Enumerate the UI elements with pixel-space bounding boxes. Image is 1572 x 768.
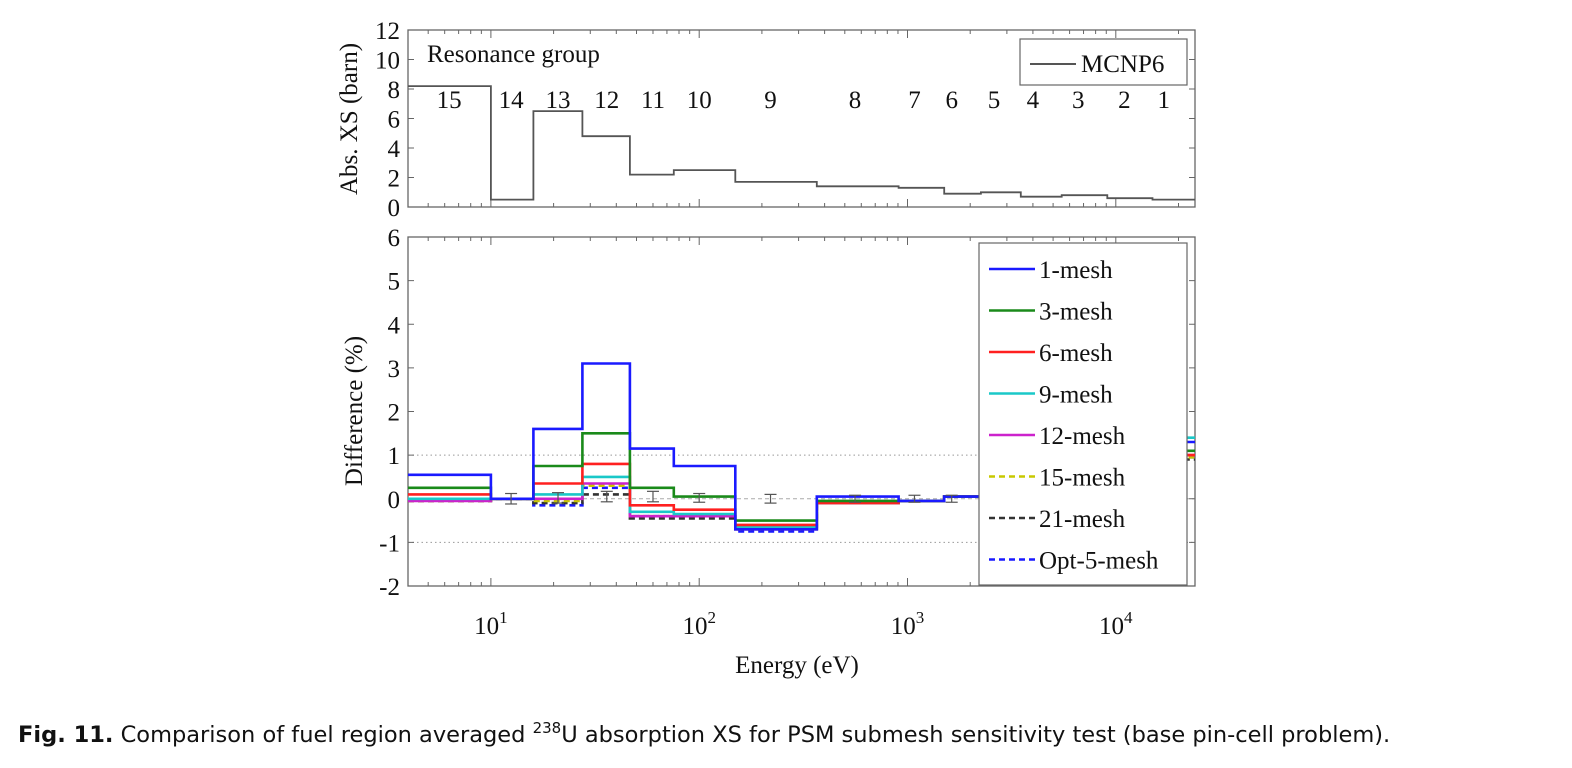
caption-label: Fig. 11. <box>18 722 114 748</box>
x-tick-label: 103 <box>891 608 925 640</box>
resonance-group-labels: 15 14 13 12 11 10 9 8 7 6 5 4 3 2 1 <box>437 87 1170 114</box>
x-axis-label: Energy (eV) <box>735 652 859 679</box>
top-legend-label-mcnp6: MCNP6 <box>1081 51 1164 78</box>
x-tick-base: 10 <box>891 613 916 640</box>
reference-lines <box>408 454 1195 543</box>
x-tick-exponent: 4 <box>1124 608 1133 627</box>
group-label-9: 9 <box>764 87 777 114</box>
group-label-8: 8 <box>849 87 862 114</box>
bottom-y-tick-label: 4 <box>388 312 401 339</box>
x-tick-exponent: 1 <box>499 608 508 627</box>
top-y-tick-label: 6 <box>388 107 401 134</box>
group-label-13: 13 <box>546 87 571 114</box>
top-legend: MCNP6 <box>1019 38 1188 86</box>
bottom-legend: 1-mesh 3-mesh 6-mesh 9-mesh 12-mesh 15-mesh 21… <box>978 242 1188 586</box>
top-y-tick-label: 10 <box>375 48 400 75</box>
x-tick-label: 102 <box>682 608 716 640</box>
bottom-x-ticks: 101 102 103 104 <box>427 237 1180 640</box>
group-label-7: 7 <box>908 87 921 114</box>
bottom-y-tick-label: -1 <box>379 530 400 557</box>
caption-isotope-mass: 238 <box>532 719 562 737</box>
legend-label-1-mesh: 1-mesh <box>1039 257 1113 284</box>
figure-caption: Fig. 11. Comparison of fuel region avera… <box>18 719 1558 749</box>
x-tick-exponent: 3 <box>916 608 925 627</box>
legend-label-21-mesh: 21-mesh <box>1039 506 1126 533</box>
top-y-axis-label: Abs. XS (barn) <box>336 43 363 195</box>
bottom-y-tick-label: 6 <box>388 225 401 252</box>
legend-label-opt-5-mesh: Opt-5-mesh <box>1039 548 1159 575</box>
group-label-14: 14 <box>499 87 525 114</box>
bottom-legend-box <box>978 242 1188 586</box>
x-tick-exponent: 2 <box>707 608 716 627</box>
error-bars <box>505 490 958 505</box>
bottom-y-tick-label: 2 <box>388 400 401 427</box>
bottom-y-tick-label: 0 <box>388 487 401 514</box>
bottom-y-axis-label: Difference (%) <box>341 336 368 486</box>
bottom-y-tick-label: 5 <box>388 269 401 296</box>
group-label-12: 12 <box>594 87 619 114</box>
x-tick-label: 101 <box>474 608 508 640</box>
bottom-y-ticks: -2 -1 0 1 2 3 4 5 6 <box>379 225 1195 601</box>
top-x-ticks <box>427 30 1180 207</box>
group-label-6: 6 <box>945 87 958 114</box>
top-legend-box <box>1019 38 1188 86</box>
legend-label-9-mesh: 9-mesh <box>1039 382 1113 409</box>
bottom-y-tick-label: 3 <box>388 356 401 383</box>
x-tick-base: 10 <box>682 613 707 640</box>
bottom-y-tick-label: 1 <box>388 443 401 470</box>
top-y-tick-label: 0 <box>388 195 401 222</box>
group-label-4: 4 <box>1027 87 1040 114</box>
group-label-11: 11 <box>641 87 665 114</box>
group-label-3: 3 <box>1072 87 1085 114</box>
bottom-y-tick-label: -2 <box>379 574 400 601</box>
x-tick-label: 104 <box>1099 608 1133 640</box>
group-label-15: 15 <box>437 87 462 114</box>
group-label-5: 5 <box>988 87 1001 114</box>
x-tick-base: 10 <box>474 613 499 640</box>
top-series <box>408 85 1195 201</box>
group-label-2: 2 <box>1118 87 1131 114</box>
top-y-tick-label: 2 <box>388 166 401 193</box>
group-label-10: 10 <box>687 87 712 114</box>
legend-label-12-mesh: 12-mesh <box>1039 423 1126 450</box>
top-y-tick-label: 12 <box>375 18 400 45</box>
resonance-group-annotation: Resonance group <box>427 41 600 68</box>
x-tick-base: 10 <box>1099 613 1124 640</box>
group-label-1: 1 <box>1158 87 1171 114</box>
series-line-mcnp6 <box>408 85 1195 201</box>
legend-label-3-mesh: 3-mesh <box>1039 299 1113 326</box>
top-y-tick-label: 4 <box>388 136 401 163</box>
caption-text-before: Comparison of fuel region averaged <box>120 722 526 748</box>
legend-label-15-mesh: 15-mesh <box>1039 465 1126 492</box>
caption-text-after: U absorption XS for PSM submesh sensitiv… <box>561 722 1391 748</box>
legend-label-6-mesh: 6-mesh <box>1039 340 1113 367</box>
top-y-tick-label: 8 <box>388 77 401 104</box>
